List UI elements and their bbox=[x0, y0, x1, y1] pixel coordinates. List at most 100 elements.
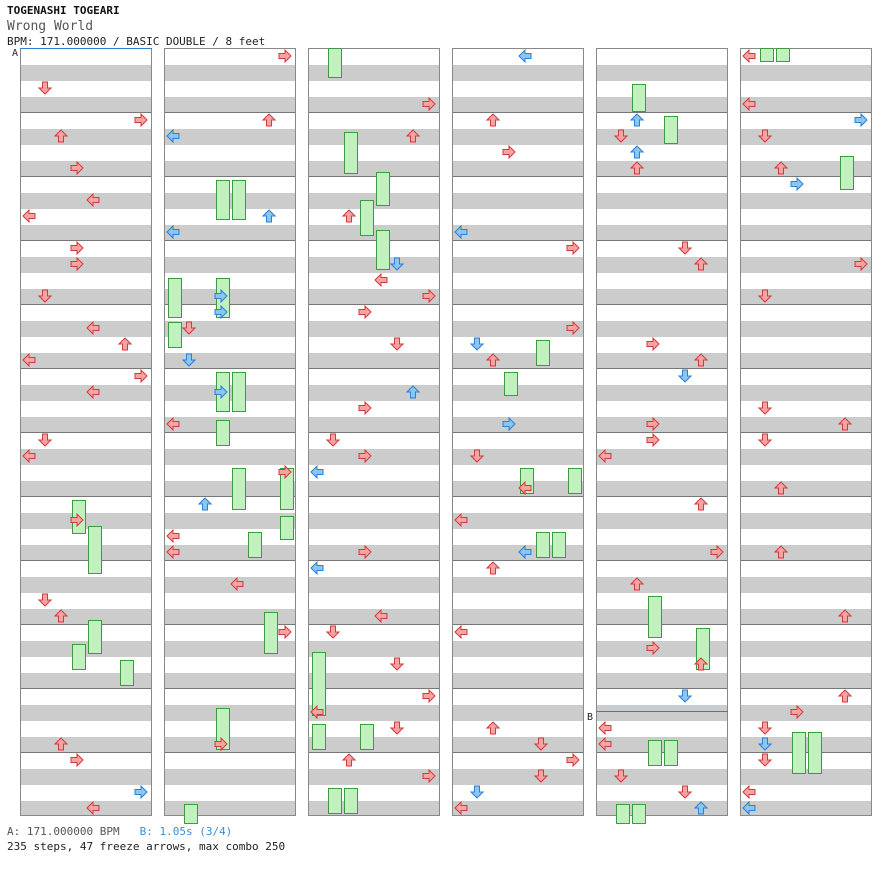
bpm-a-label: A: 171.000000 BPM bbox=[7, 825, 120, 838]
freeze-arrow bbox=[648, 740, 662, 766]
measure-line bbox=[309, 240, 439, 241]
arrow-up-icon bbox=[630, 577, 644, 591]
measure-line bbox=[309, 752, 439, 753]
arrow-down-icon bbox=[678, 241, 692, 255]
arrow-down-icon bbox=[678, 369, 692, 383]
arrow-left-icon bbox=[166, 529, 180, 543]
chart-column bbox=[308, 48, 440, 816]
arrow-right-icon bbox=[278, 49, 292, 63]
measure-line bbox=[741, 304, 871, 305]
arrow-left-icon bbox=[86, 385, 100, 399]
arrow-down-icon bbox=[390, 657, 404, 671]
arrow-down-icon bbox=[38, 81, 52, 95]
arrow-up-icon bbox=[694, 257, 708, 271]
arrow-right-icon bbox=[646, 433, 660, 447]
measure-line bbox=[165, 112, 295, 113]
arrow-down-icon bbox=[758, 753, 772, 767]
arrow-left-icon bbox=[22, 353, 36, 367]
freeze-arrow bbox=[216, 180, 230, 220]
arrow-right-icon bbox=[134, 785, 148, 799]
arrow-down-icon bbox=[470, 449, 484, 463]
measure-line bbox=[597, 432, 727, 433]
freeze-arrow bbox=[632, 804, 646, 824]
arrow-down-icon bbox=[758, 289, 772, 303]
arrow-down-icon bbox=[38, 289, 52, 303]
arrow-down-icon bbox=[326, 625, 340, 639]
marker-a: A bbox=[12, 48, 19, 59]
freeze-arrow bbox=[344, 132, 358, 174]
measure-line bbox=[741, 752, 871, 753]
arrow-down-icon bbox=[182, 353, 196, 367]
measure-line bbox=[453, 432, 583, 433]
measure-line bbox=[165, 496, 295, 497]
measure-line bbox=[165, 624, 295, 625]
arrow-right-icon bbox=[566, 241, 580, 255]
freeze-arrow bbox=[248, 532, 262, 558]
arrow-left-icon bbox=[86, 801, 100, 815]
arrow-right-icon bbox=[358, 449, 372, 463]
measure-line bbox=[21, 432, 151, 433]
arrow-right-icon bbox=[134, 369, 148, 383]
arrow-right-icon bbox=[710, 545, 724, 559]
arrow-up-icon bbox=[486, 113, 500, 127]
freeze-arrow bbox=[776, 48, 790, 62]
measure-line bbox=[165, 752, 295, 753]
chart-column bbox=[452, 48, 584, 816]
arrow-up-icon bbox=[342, 753, 356, 767]
measure-line bbox=[309, 112, 439, 113]
arrow-up-icon bbox=[486, 721, 500, 735]
arrow-down-icon bbox=[678, 785, 692, 799]
measure-line bbox=[309, 176, 439, 177]
arrow-up-icon bbox=[694, 801, 708, 815]
arrow-down-icon bbox=[678, 689, 692, 703]
measure-line bbox=[21, 368, 151, 369]
arrow-up-icon bbox=[838, 689, 852, 703]
freeze-arrow bbox=[328, 48, 342, 78]
measure-line bbox=[309, 304, 439, 305]
measure-line bbox=[309, 560, 439, 561]
arrow-left-icon bbox=[166, 417, 180, 431]
chart-column bbox=[596, 48, 728, 816]
song-title: Wrong World bbox=[7, 19, 94, 34]
arrow-left-icon bbox=[166, 225, 180, 239]
freeze-arrow bbox=[664, 116, 678, 144]
arrow-left-icon bbox=[310, 465, 324, 479]
arrow-left-icon bbox=[86, 321, 100, 335]
arrow-up-icon bbox=[406, 129, 420, 143]
freeze-arrow bbox=[792, 732, 806, 774]
freeze-arrow bbox=[536, 532, 550, 558]
arrow-down-icon bbox=[614, 769, 628, 783]
arrow-right-icon bbox=[358, 305, 372, 319]
measure-line bbox=[453, 496, 583, 497]
arrow-up-icon bbox=[838, 609, 852, 623]
marker-a-line bbox=[20, 48, 152, 49]
arrow-down-icon bbox=[38, 593, 52, 607]
measure-line bbox=[453, 624, 583, 625]
measure-line bbox=[21, 752, 151, 753]
arrow-up-icon bbox=[486, 561, 500, 575]
arrow-down-icon bbox=[534, 769, 548, 783]
arrow-right-icon bbox=[854, 257, 868, 271]
freeze-arrow bbox=[168, 278, 182, 318]
arrow-right-icon bbox=[790, 705, 804, 719]
freeze-arrow bbox=[216, 708, 230, 750]
arrow-down-icon bbox=[614, 129, 628, 143]
arrow-up-icon bbox=[262, 113, 276, 127]
arrow-down-icon bbox=[470, 337, 484, 351]
arrow-right-icon bbox=[422, 769, 436, 783]
measure-line bbox=[741, 368, 871, 369]
measure-line bbox=[21, 176, 151, 177]
freeze-arrow bbox=[216, 420, 230, 446]
arrow-right-icon bbox=[70, 257, 84, 271]
arrow-left-icon bbox=[598, 737, 612, 751]
arrow-right-icon bbox=[422, 97, 436, 111]
measure-line bbox=[309, 368, 439, 369]
arrow-down-icon bbox=[758, 401, 772, 415]
arrow-up-icon bbox=[774, 161, 788, 175]
arrow-left-icon bbox=[166, 545, 180, 559]
measure-line bbox=[21, 304, 151, 305]
freeze-arrow bbox=[360, 724, 374, 750]
arrow-down-icon bbox=[534, 737, 548, 751]
freeze-arrow bbox=[344, 788, 358, 814]
arrow-right-icon bbox=[214, 305, 228, 319]
